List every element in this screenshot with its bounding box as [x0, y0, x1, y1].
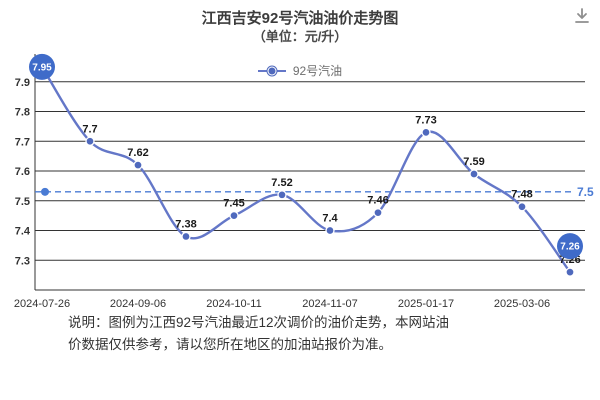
- data-point-label: 7.7: [82, 123, 97, 135]
- y-axis-label: 7.5: [15, 196, 30, 208]
- y-axis-label: 7.7: [15, 136, 30, 148]
- y-axis-label: 7.9: [15, 77, 30, 89]
- data-point-label: 7.62: [127, 147, 148, 159]
- legend-label: 92号汽油: [292, 64, 343, 78]
- y-axis-label: 7.3: [15, 255, 30, 267]
- data-point[interactable]: [181, 231, 191, 242]
- data-point-label: 7.73: [415, 114, 436, 126]
- reference-dot: [41, 187, 49, 196]
- price-line: [40, 65, 572, 274]
- x-axis-label: 2024-09-06: [110, 298, 166, 310]
- price-badge-label: 7.26: [560, 242, 580, 253]
- x-axis-label: 2024-10-11: [206, 298, 261, 310]
- legend-line-marker: [257, 69, 286, 72]
- y-axis-label: 7.4: [15, 226, 31, 238]
- y-axis-label: 7.8: [15, 107, 30, 119]
- data-point[interactable]: [373, 208, 383, 218]
- data-point[interactable]: [85, 136, 95, 146]
- data-point[interactable]: [421, 127, 431, 138]
- disclaimer-line-1: 说明：图例为江西92号汽油最近12次调价的油价走势，本网站油: [68, 315, 450, 330]
- chart-title: 江西吉安92号汽油油价走势图: [201, 10, 399, 27]
- data-point[interactable]: [133, 160, 143, 170]
- data-point[interactable]: [517, 202, 527, 212]
- reference-line-label: 7.5: [577, 185, 594, 199]
- legend[interactable]: 92号汽油: [0, 62, 600, 79]
- disclaimer-note: 说明：图例为江西92号汽油最近12次调价的油价走势，本网站油 价数据仅供参考，请…: [68, 312, 546, 356]
- x-axis-label: 2024-07-26: [14, 298, 70, 310]
- y-axis-label: 7.6: [15, 166, 30, 178]
- data-point-label: 7.38: [175, 218, 196, 230]
- data-point-label: 7.52: [271, 177, 292, 189]
- data-point-label: 7.59: [463, 156, 484, 168]
- x-axis-label: 2025-03-06: [494, 298, 550, 310]
- price-badge: [29, 53, 55, 80]
- x-axis-label: 2024-11-07: [302, 298, 357, 310]
- x-axis-label: 2025-01-17: [398, 298, 454, 310]
- data-point-label: 7.46: [367, 195, 388, 207]
- data-point[interactable]: [469, 169, 479, 179]
- data-point[interactable]: [325, 225, 335, 236]
- price-badge: [557, 233, 583, 260]
- data-point-label: 7.45: [223, 198, 244, 210]
- price-badge-label: 7.95: [32, 62, 52, 73]
- price-trend-chart: 7.3 7.4 7.5 7.6 7.7 7.8 7.9 2024-07-26 2024-09-0…: [14, 53, 594, 310]
- data-point-label: 7.4: [322, 213, 338, 225]
- disclaimer-line-2: 价数据仅供参考，请以您所在地区的加油站报价为准。: [68, 337, 392, 352]
- chart-subtitle: （单位：元/升）: [252, 29, 348, 44]
- data-point-label: 7.48: [511, 189, 532, 201]
- data-point[interactable]: [565, 267, 575, 277]
- data-point[interactable]: [229, 210, 239, 221]
- data-point[interactable]: [277, 190, 287, 200]
- download-icon[interactable]: [572, 6, 592, 26]
